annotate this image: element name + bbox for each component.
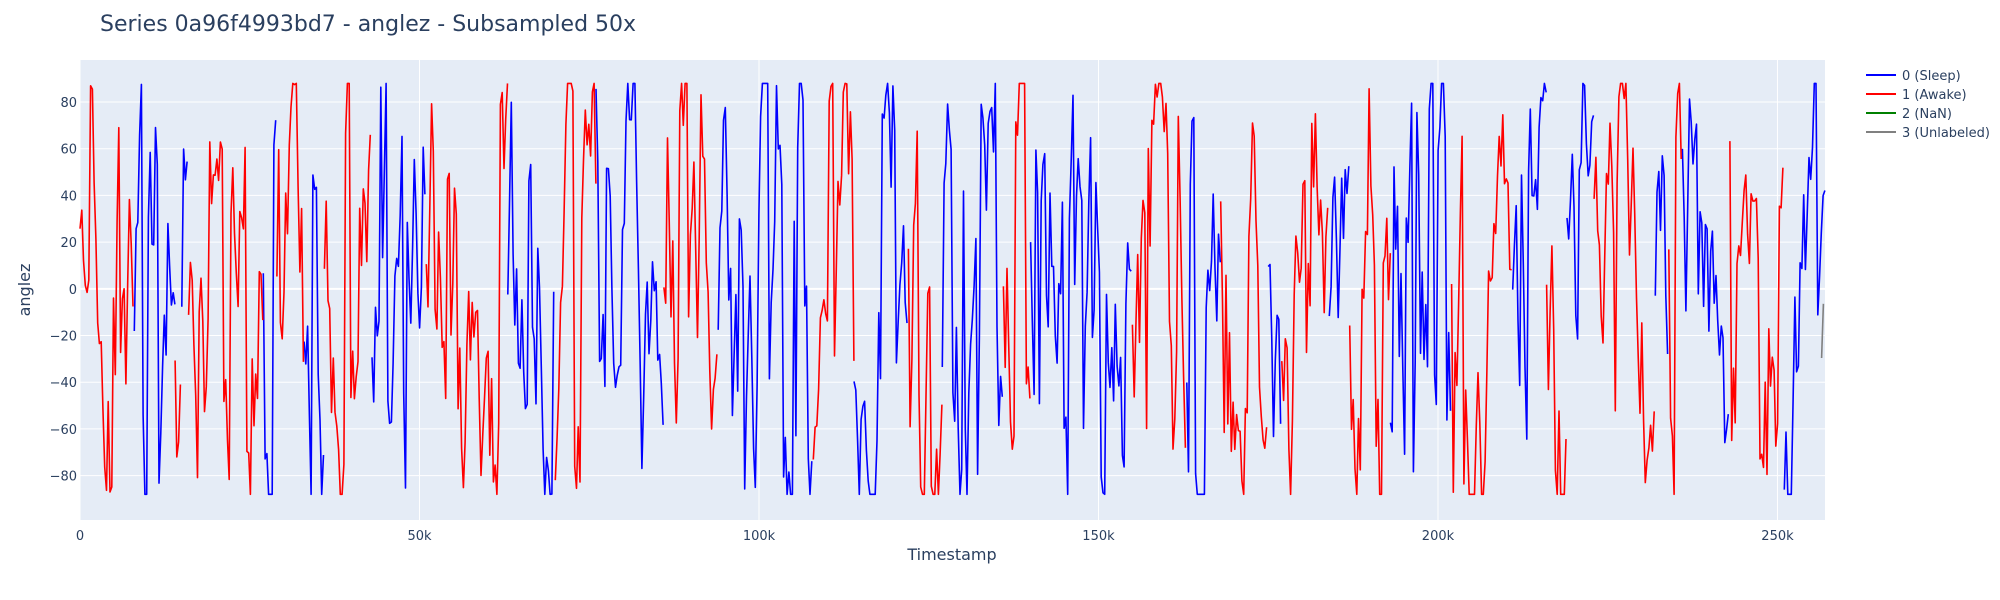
legend-item-3[interactable]: 3 (Unlabeled): [1866, 126, 1990, 141]
x-tick-label: 150k: [1082, 529, 1115, 544]
legend-label: 3 (Unlabeled): [1902, 126, 1990, 141]
chart-title: Series 0a96f4993bd7 - anglez - Subsample…: [100, 12, 636, 37]
series-line-0: [303, 174, 325, 496]
series-line-1: [323, 82, 372, 496]
series-line-0: [371, 82, 426, 489]
y-tick-label: −40: [50, 376, 77, 391]
y-axis-ticks: −80 −60 −40 −20 0 20 40 60 80: [50, 96, 77, 485]
series-line-0: [1029, 94, 1132, 496]
series-line-1: [1593, 82, 1655, 484]
y-tick-label: 0: [69, 283, 77, 298]
legend-label: 0 (Sleep): [1902, 69, 1961, 84]
x-tick-label: 0: [76, 529, 84, 544]
legend-label: 2 (NaN): [1902, 107, 1952, 122]
series-line-0: [853, 82, 908, 496]
series-line-0: [133, 83, 176, 496]
series-line-3: [1820, 303, 1825, 359]
series-line-1: [907, 130, 943, 496]
series-line-0: [1566, 82, 1595, 340]
series-line-0: [1186, 116, 1222, 496]
series-layer: [79, 82, 1826, 496]
y-tick-label: 40: [60, 189, 77, 204]
y-tick-label: −80: [50, 470, 77, 485]
series-line-0: [941, 82, 1004, 496]
series-line-1: [1545, 245, 1567, 496]
legend-label: 1 (Awake): [1902, 88, 1967, 103]
y-axis-title: anglez: [15, 264, 34, 317]
x-axis-ticks: 0 50k 100k 150k 200k 250k: [76, 529, 1794, 544]
series-line-1: [1002, 82, 1031, 451]
series-line-1: [1131, 82, 1187, 450]
y-tick-label: 20: [60, 236, 77, 251]
series-line-1: [812, 82, 855, 460]
y-tick-label: −60: [50, 423, 77, 438]
series-line-0: [1328, 166, 1350, 319]
y-tick-label: −20: [50, 330, 77, 345]
series-line-0: [717, 82, 813, 496]
series-line-0: [1654, 155, 1669, 355]
series-line-1: [79, 85, 134, 493]
x-tick-label: 100k: [743, 529, 776, 544]
legend-item-0[interactable]: 0 (Sleep): [1866, 69, 1961, 84]
series-line-1: [554, 82, 597, 490]
series-line-0: [507, 101, 555, 496]
series-line-1: [663, 82, 718, 430]
series-line-0: [1389, 82, 1452, 473]
x-axis-title: Timestamp: [906, 545, 996, 564]
series-line-1: [1348, 88, 1392, 496]
series-line-1: [187, 141, 264, 496]
legend-item-1[interactable]: 1 (Awake): [1866, 88, 1967, 103]
x-tick-label: 250k: [1761, 529, 1794, 544]
y-tick-label: 60: [60, 143, 77, 158]
legend[interactable]: 0 (Sleep) 1 (Awake) 2 (NaN) 3 (Unlabeled): [1866, 69, 1990, 141]
series-line-1: [276, 82, 305, 362]
series-line-0: [262, 120, 277, 496]
series-line-1: [425, 83, 509, 496]
series-line-1: [1281, 113, 1329, 496]
series-line-0: [1267, 263, 1282, 438]
series-line-0: [181, 148, 188, 307]
series-line-1: [1668, 82, 1682, 496]
series-line-0: [1681, 98, 1730, 444]
series-line-1: [1219, 122, 1268, 496]
series-line-0: [595, 82, 664, 470]
series-line-1: [174, 360, 182, 458]
x-tick-label: 200k: [1422, 529, 1455, 544]
series-line-0: [1511, 82, 1547, 440]
y-tick-label: 80: [60, 96, 77, 111]
series-line-1: [1450, 114, 1512, 496]
x-tick-label: 50k: [407, 529, 432, 544]
legend-item-2[interactable]: 2 (NaN): [1866, 107, 1952, 122]
series-line-1: [1729, 141, 1784, 476]
series-line-0: [1783, 82, 1826, 496]
